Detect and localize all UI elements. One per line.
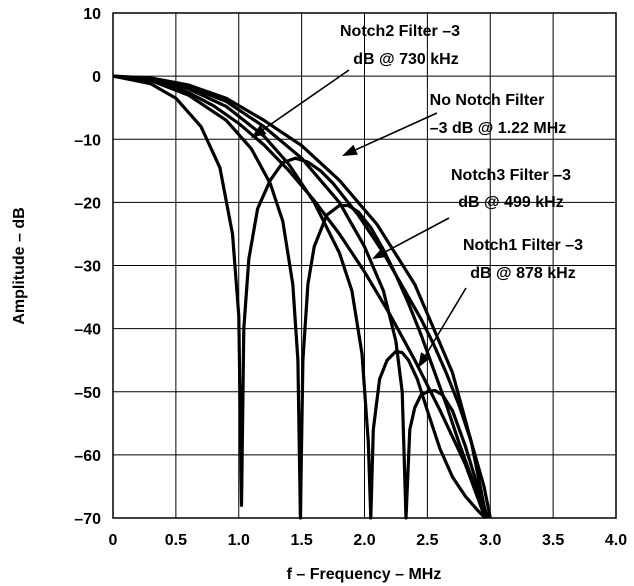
x-tick-label: 1.0 — [228, 532, 250, 549]
series-line — [112, 74, 489, 519]
x-tick-label: 2.0 — [353, 532, 375, 549]
annotation-notch3-line2: dB @ 499 kHz — [458, 194, 563, 211]
annotation-arrow-line — [355, 112, 438, 151]
y-tick-label: –60 — [74, 448, 101, 465]
y-tick-label: –70 — [74, 511, 101, 528]
annotation-arrow-line — [262, 69, 350, 131]
y-tick-label: 10 — [83, 6, 101, 23]
annotation-notch1-line2: dB @ 878 kHz — [470, 265, 575, 282]
x-tick-label: 3.0 — [479, 532, 501, 549]
series-line — [112, 74, 488, 520]
x-tick-label: 4.0 — [605, 532, 627, 549]
annotation-arrow-head — [418, 352, 431, 368]
plot-frame — [112, 12, 617, 519]
annotation-arrow-head — [251, 124, 267, 138]
y-tick-label: 0 — [92, 69, 101, 86]
y-tick-label: –10 — [74, 132, 101, 149]
x-axis-label: f – Frequency – MHz — [287, 566, 442, 583]
y-tick-label: –50 — [74, 385, 101, 402]
annotation-arrow-line — [384, 217, 450, 253]
curve-layer — [112, 74, 492, 520]
annotation-arrow-line — [425, 287, 467, 356]
annotation-no-notch-line1: No Notch Filter — [430, 92, 545, 109]
annotation-arrows — [251, 69, 467, 368]
x-tick-label: 0 — [109, 532, 118, 549]
y-tick-labels: 10 0 –10 –20 –30 –40 –50 –60 –70 — [74, 6, 101, 528]
series-line — [112, 74, 492, 519]
annotation-notch2-line2: dB @ 730 kHz — [353, 51, 458, 68]
grid-lines — [113, 13, 616, 518]
y-axis-label: Amplitude – dB — [11, 207, 28, 324]
annotation-arrow-head — [372, 247, 388, 259]
annotation-notch3-line1: Notch3 Filter –3 — [451, 167, 571, 184]
y-tick-label: –30 — [74, 259, 101, 276]
annotation-no-notch-line2: –3 dB @ 1.22 MHz — [430, 120, 567, 137]
y-tick-label: –20 — [74, 195, 101, 212]
x-tick-label: 1.5 — [291, 532, 313, 549]
y-tick-label: –40 — [74, 322, 101, 339]
series-line — [112, 74, 487, 520]
x-tick-labels: 0 0.5 1.0 1.5 2.0 2.5 3.0 3.5 4.0 — [109, 532, 628, 549]
x-tick-label: 0.5 — [165, 532, 187, 549]
x-tick-label: 3.5 — [542, 532, 564, 549]
series-line — [112, 74, 490, 520]
x-tick-label: 2.5 — [416, 532, 438, 549]
annotation-arrow-head — [342, 144, 358, 156]
annotation-notch2-line1: Notch2 Filter –3 — [340, 23, 460, 40]
annotation-notch1-line1: Notch1 Filter –3 — [463, 237, 583, 254]
